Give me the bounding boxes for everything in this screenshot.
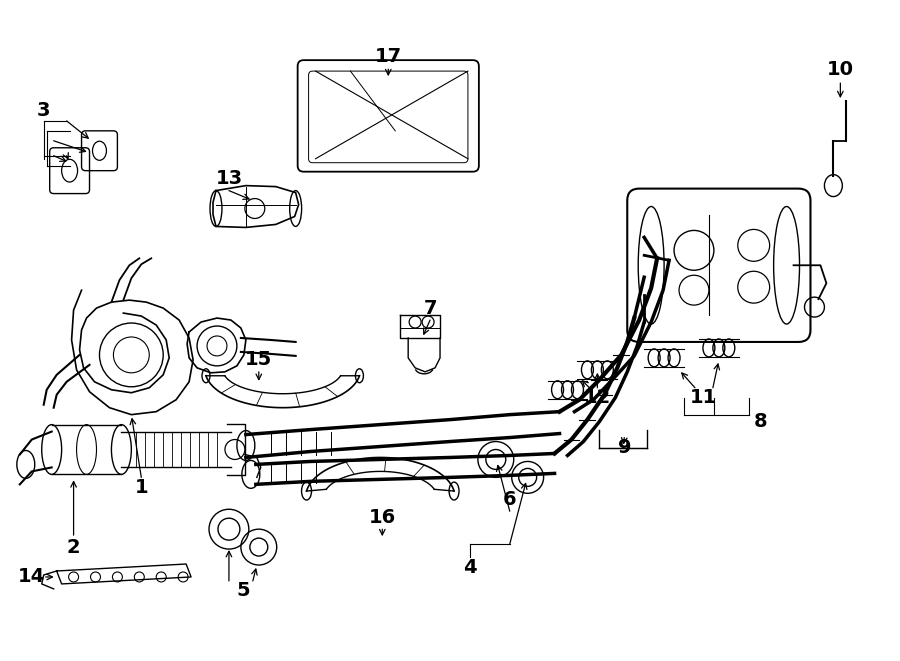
- Text: 3: 3: [37, 101, 50, 120]
- Text: 5: 5: [236, 582, 249, 600]
- Text: 2: 2: [67, 537, 80, 557]
- Text: 7: 7: [423, 299, 436, 317]
- Text: 17: 17: [374, 47, 401, 65]
- Text: 16: 16: [369, 508, 396, 527]
- Text: 9: 9: [617, 438, 631, 457]
- Text: 12: 12: [584, 388, 611, 407]
- Text: 13: 13: [215, 169, 242, 188]
- Text: 15: 15: [245, 350, 273, 369]
- Text: 4: 4: [464, 557, 477, 576]
- Text: 8: 8: [754, 412, 768, 431]
- Text: 1: 1: [134, 478, 148, 497]
- Text: 10: 10: [827, 59, 854, 79]
- Text: 11: 11: [690, 388, 717, 407]
- Text: 6: 6: [503, 490, 517, 509]
- Text: 14: 14: [18, 567, 45, 586]
